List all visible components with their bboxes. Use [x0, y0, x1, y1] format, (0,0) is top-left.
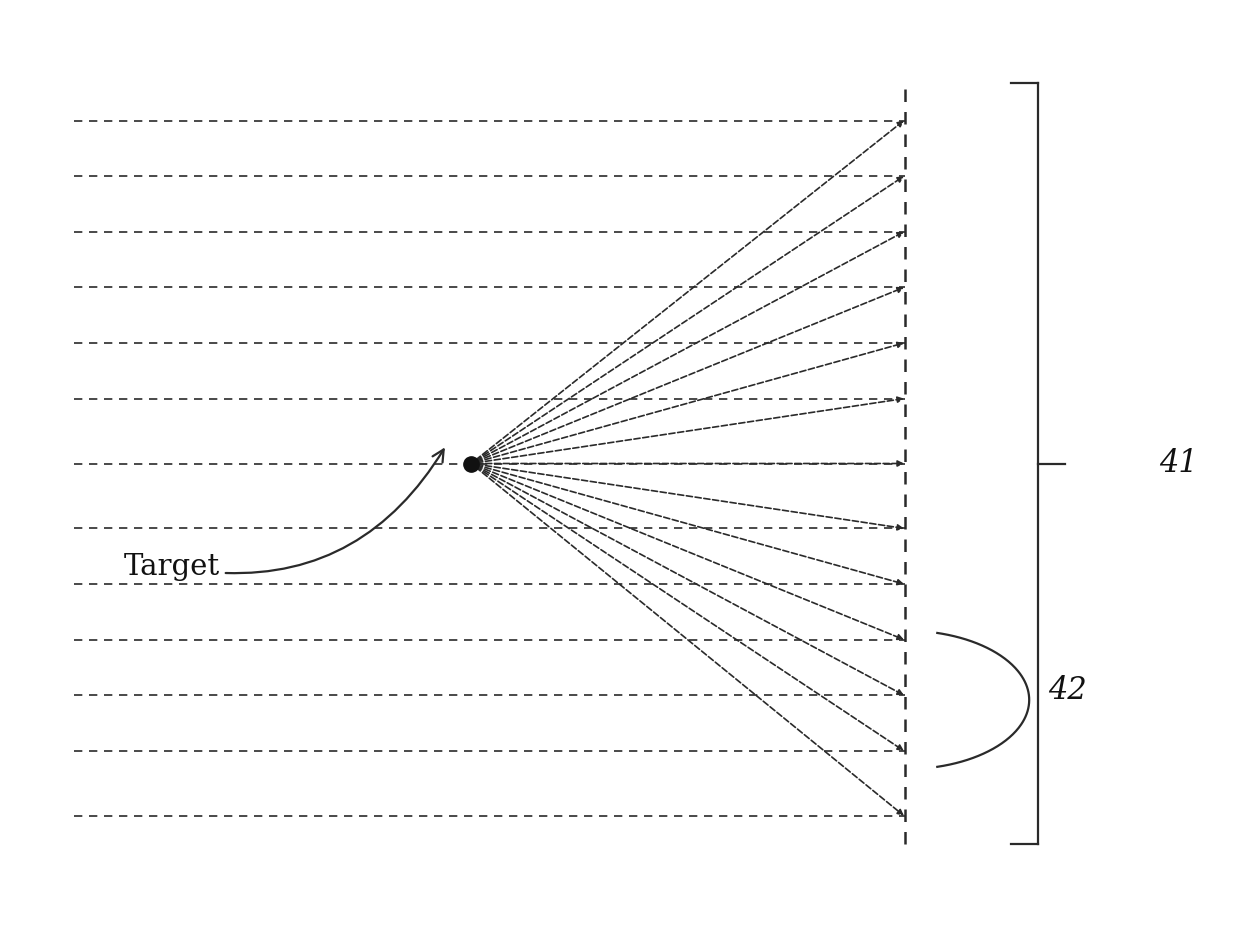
Text: 42: 42 — [1048, 675, 1086, 706]
Text: Target: Target — [124, 450, 444, 580]
Text: 41: 41 — [1158, 448, 1198, 479]
